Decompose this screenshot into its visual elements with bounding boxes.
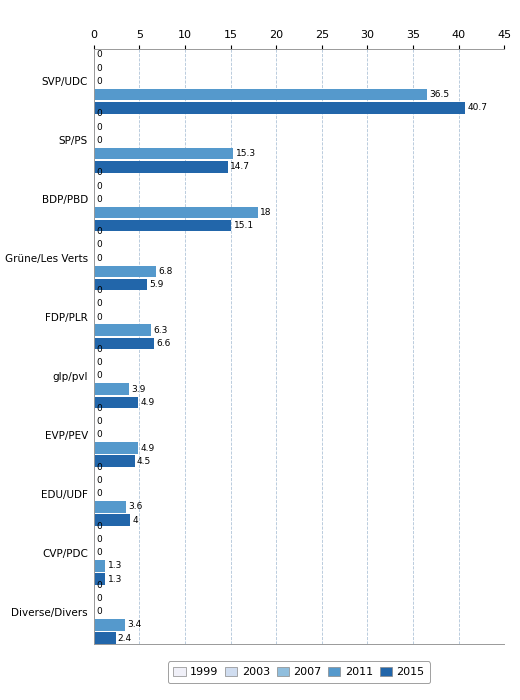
Legend: 1999, 2003, 2007, 2011, 2015: 1999, 2003, 2007, 2011, 2015 xyxy=(168,662,430,682)
Text: 0: 0 xyxy=(96,253,101,262)
Text: 3.4: 3.4 xyxy=(127,620,141,629)
Text: 1.3: 1.3 xyxy=(108,575,122,584)
Text: 0: 0 xyxy=(96,286,101,295)
Text: 0: 0 xyxy=(96,489,101,498)
Text: 0: 0 xyxy=(96,240,101,249)
Text: 0: 0 xyxy=(96,594,101,603)
Bar xyxy=(94,220,231,232)
Text: 4.9: 4.9 xyxy=(140,398,155,407)
Text: 2.4: 2.4 xyxy=(118,634,132,643)
Text: 0: 0 xyxy=(96,404,101,413)
Bar xyxy=(94,206,258,218)
Text: 0: 0 xyxy=(96,64,101,73)
Text: 4.5: 4.5 xyxy=(137,457,151,466)
Text: 36.5: 36.5 xyxy=(429,90,449,99)
Text: 0: 0 xyxy=(96,607,101,616)
Text: 0: 0 xyxy=(96,345,101,354)
Bar xyxy=(94,89,427,100)
Text: 14.7: 14.7 xyxy=(230,162,250,172)
Bar xyxy=(94,397,138,408)
Text: 1.3: 1.3 xyxy=(108,561,122,570)
Text: 0: 0 xyxy=(96,463,101,472)
Bar xyxy=(94,573,106,585)
Text: 40.7: 40.7 xyxy=(467,104,487,112)
Text: 3.6: 3.6 xyxy=(129,503,143,512)
Text: 0: 0 xyxy=(96,312,101,321)
Text: 0: 0 xyxy=(96,136,101,145)
Text: 0: 0 xyxy=(96,50,101,60)
Bar xyxy=(94,337,154,349)
Text: 0: 0 xyxy=(96,168,101,177)
Text: 0: 0 xyxy=(96,109,101,118)
Text: 0: 0 xyxy=(96,548,101,557)
Text: 0: 0 xyxy=(96,300,101,308)
Bar xyxy=(94,265,155,277)
Text: 0: 0 xyxy=(96,417,101,426)
Text: 4.9: 4.9 xyxy=(140,444,155,453)
Text: 0: 0 xyxy=(96,358,101,368)
Bar xyxy=(94,161,228,172)
Text: 0: 0 xyxy=(96,522,101,531)
Bar xyxy=(94,279,148,290)
Text: 0: 0 xyxy=(96,535,101,544)
Text: 4: 4 xyxy=(133,516,138,525)
Bar xyxy=(94,619,125,631)
Text: 0: 0 xyxy=(96,372,101,381)
Text: 6.6: 6.6 xyxy=(156,339,171,348)
Text: 6.8: 6.8 xyxy=(158,267,172,276)
Text: 0: 0 xyxy=(96,122,101,132)
Bar xyxy=(94,102,465,113)
Text: 5.9: 5.9 xyxy=(150,280,164,289)
Text: 15.1: 15.1 xyxy=(233,221,254,230)
Bar xyxy=(94,632,115,644)
Bar xyxy=(94,384,129,395)
Bar xyxy=(94,560,106,572)
Text: 3.9: 3.9 xyxy=(132,385,146,393)
Text: 0: 0 xyxy=(96,195,101,204)
Bar xyxy=(94,514,130,526)
Bar xyxy=(94,501,126,513)
Text: 0: 0 xyxy=(96,228,101,236)
Text: 6.3: 6.3 xyxy=(153,326,168,335)
Text: 0: 0 xyxy=(96,77,101,86)
Text: 15.3: 15.3 xyxy=(236,149,256,158)
Text: 18: 18 xyxy=(260,208,272,217)
Bar xyxy=(94,148,233,160)
Text: 0: 0 xyxy=(96,430,101,440)
Text: 0: 0 xyxy=(96,581,101,589)
Text: 0: 0 xyxy=(96,476,101,485)
Text: 0: 0 xyxy=(96,181,101,190)
Bar xyxy=(94,442,138,454)
Bar xyxy=(94,456,135,467)
Bar xyxy=(94,324,151,336)
